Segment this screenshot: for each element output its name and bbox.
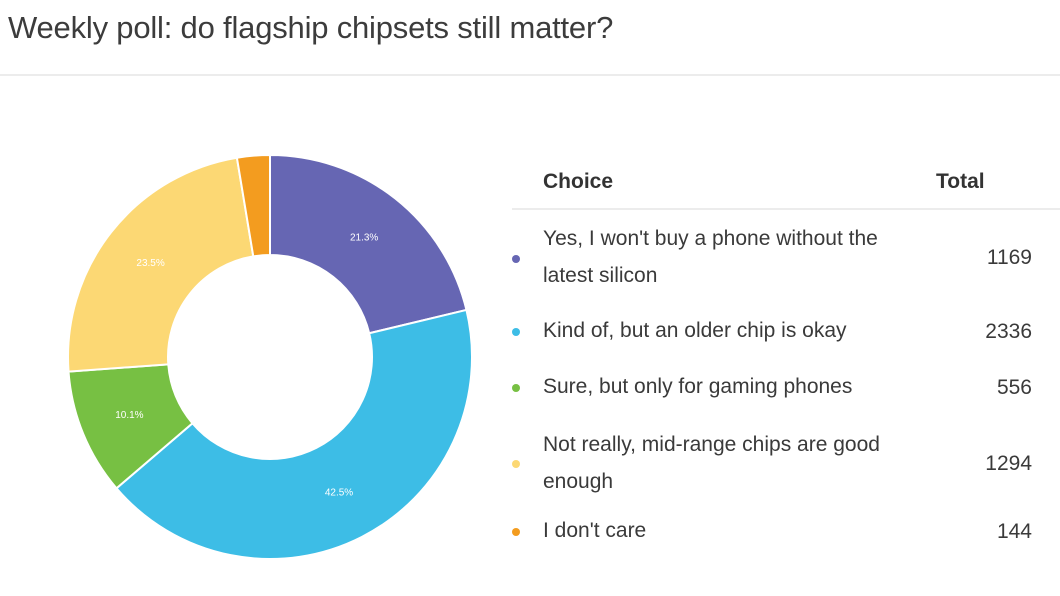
- donut-slice: [67, 156, 255, 373]
- choice-label: Kind of, but an older chip is okay: [543, 319, 847, 342]
- choice-total: 1169: [986, 246, 1032, 269]
- choice-total: 144: [996, 520, 1032, 543]
- table-row: I don't care 144: [512, 508, 1060, 564]
- choice-total: 2336: [985, 320, 1032, 343]
- column-header-choice: Choice: [543, 170, 614, 193]
- donut-slice: [115, 308, 473, 560]
- slice-data-label: 10.1%: [115, 410, 143, 421]
- donut-slice: [269, 153, 468, 335]
- slice-data-label: 23.5%: [136, 258, 164, 269]
- choice-total: 556: [996, 376, 1032, 399]
- choice-label: Not really, mid-range chips are good eno…: [543, 433, 880, 493]
- legend-dot-icon: [512, 460, 520, 468]
- title-divider: [0, 74, 1060, 76]
- choice-label: Sure, but only for gaming phones: [543, 375, 853, 398]
- page-title: Weekly poll: do flagship chipsets still …: [8, 10, 614, 45]
- table-row: Kind of, but an older chip is okay 2336: [512, 304, 1060, 360]
- choice-total: 1294: [985, 452, 1032, 475]
- legend-dot-icon: [512, 255, 520, 263]
- table-row: Not really, mid-range chips are good eno…: [512, 416, 1060, 508]
- column-header-total: Total: [936, 170, 985, 193]
- legend-dot-icon: [512, 528, 520, 536]
- legend-dot-icon: [512, 384, 520, 392]
- choice-label: I don't care: [543, 519, 647, 542]
- results-table: Choice Total Yes, I won't buy a phone wi…: [512, 160, 1060, 564]
- slice-data-label: 42.5%: [325, 487, 353, 498]
- table-row: Yes, I won't buy a phone without the lat…: [512, 210, 1060, 304]
- table-row: Sure, but only for gaming phones 556: [512, 360, 1060, 416]
- choice-label: Yes, I won't buy a phone without the lat…: [543, 227, 878, 287]
- donut-slice: [235, 153, 271, 258]
- slice-data-label: 21.3%: [350, 233, 378, 244]
- table-header: Choice Total: [512, 160, 1060, 210]
- legend-dot-icon: [512, 328, 520, 336]
